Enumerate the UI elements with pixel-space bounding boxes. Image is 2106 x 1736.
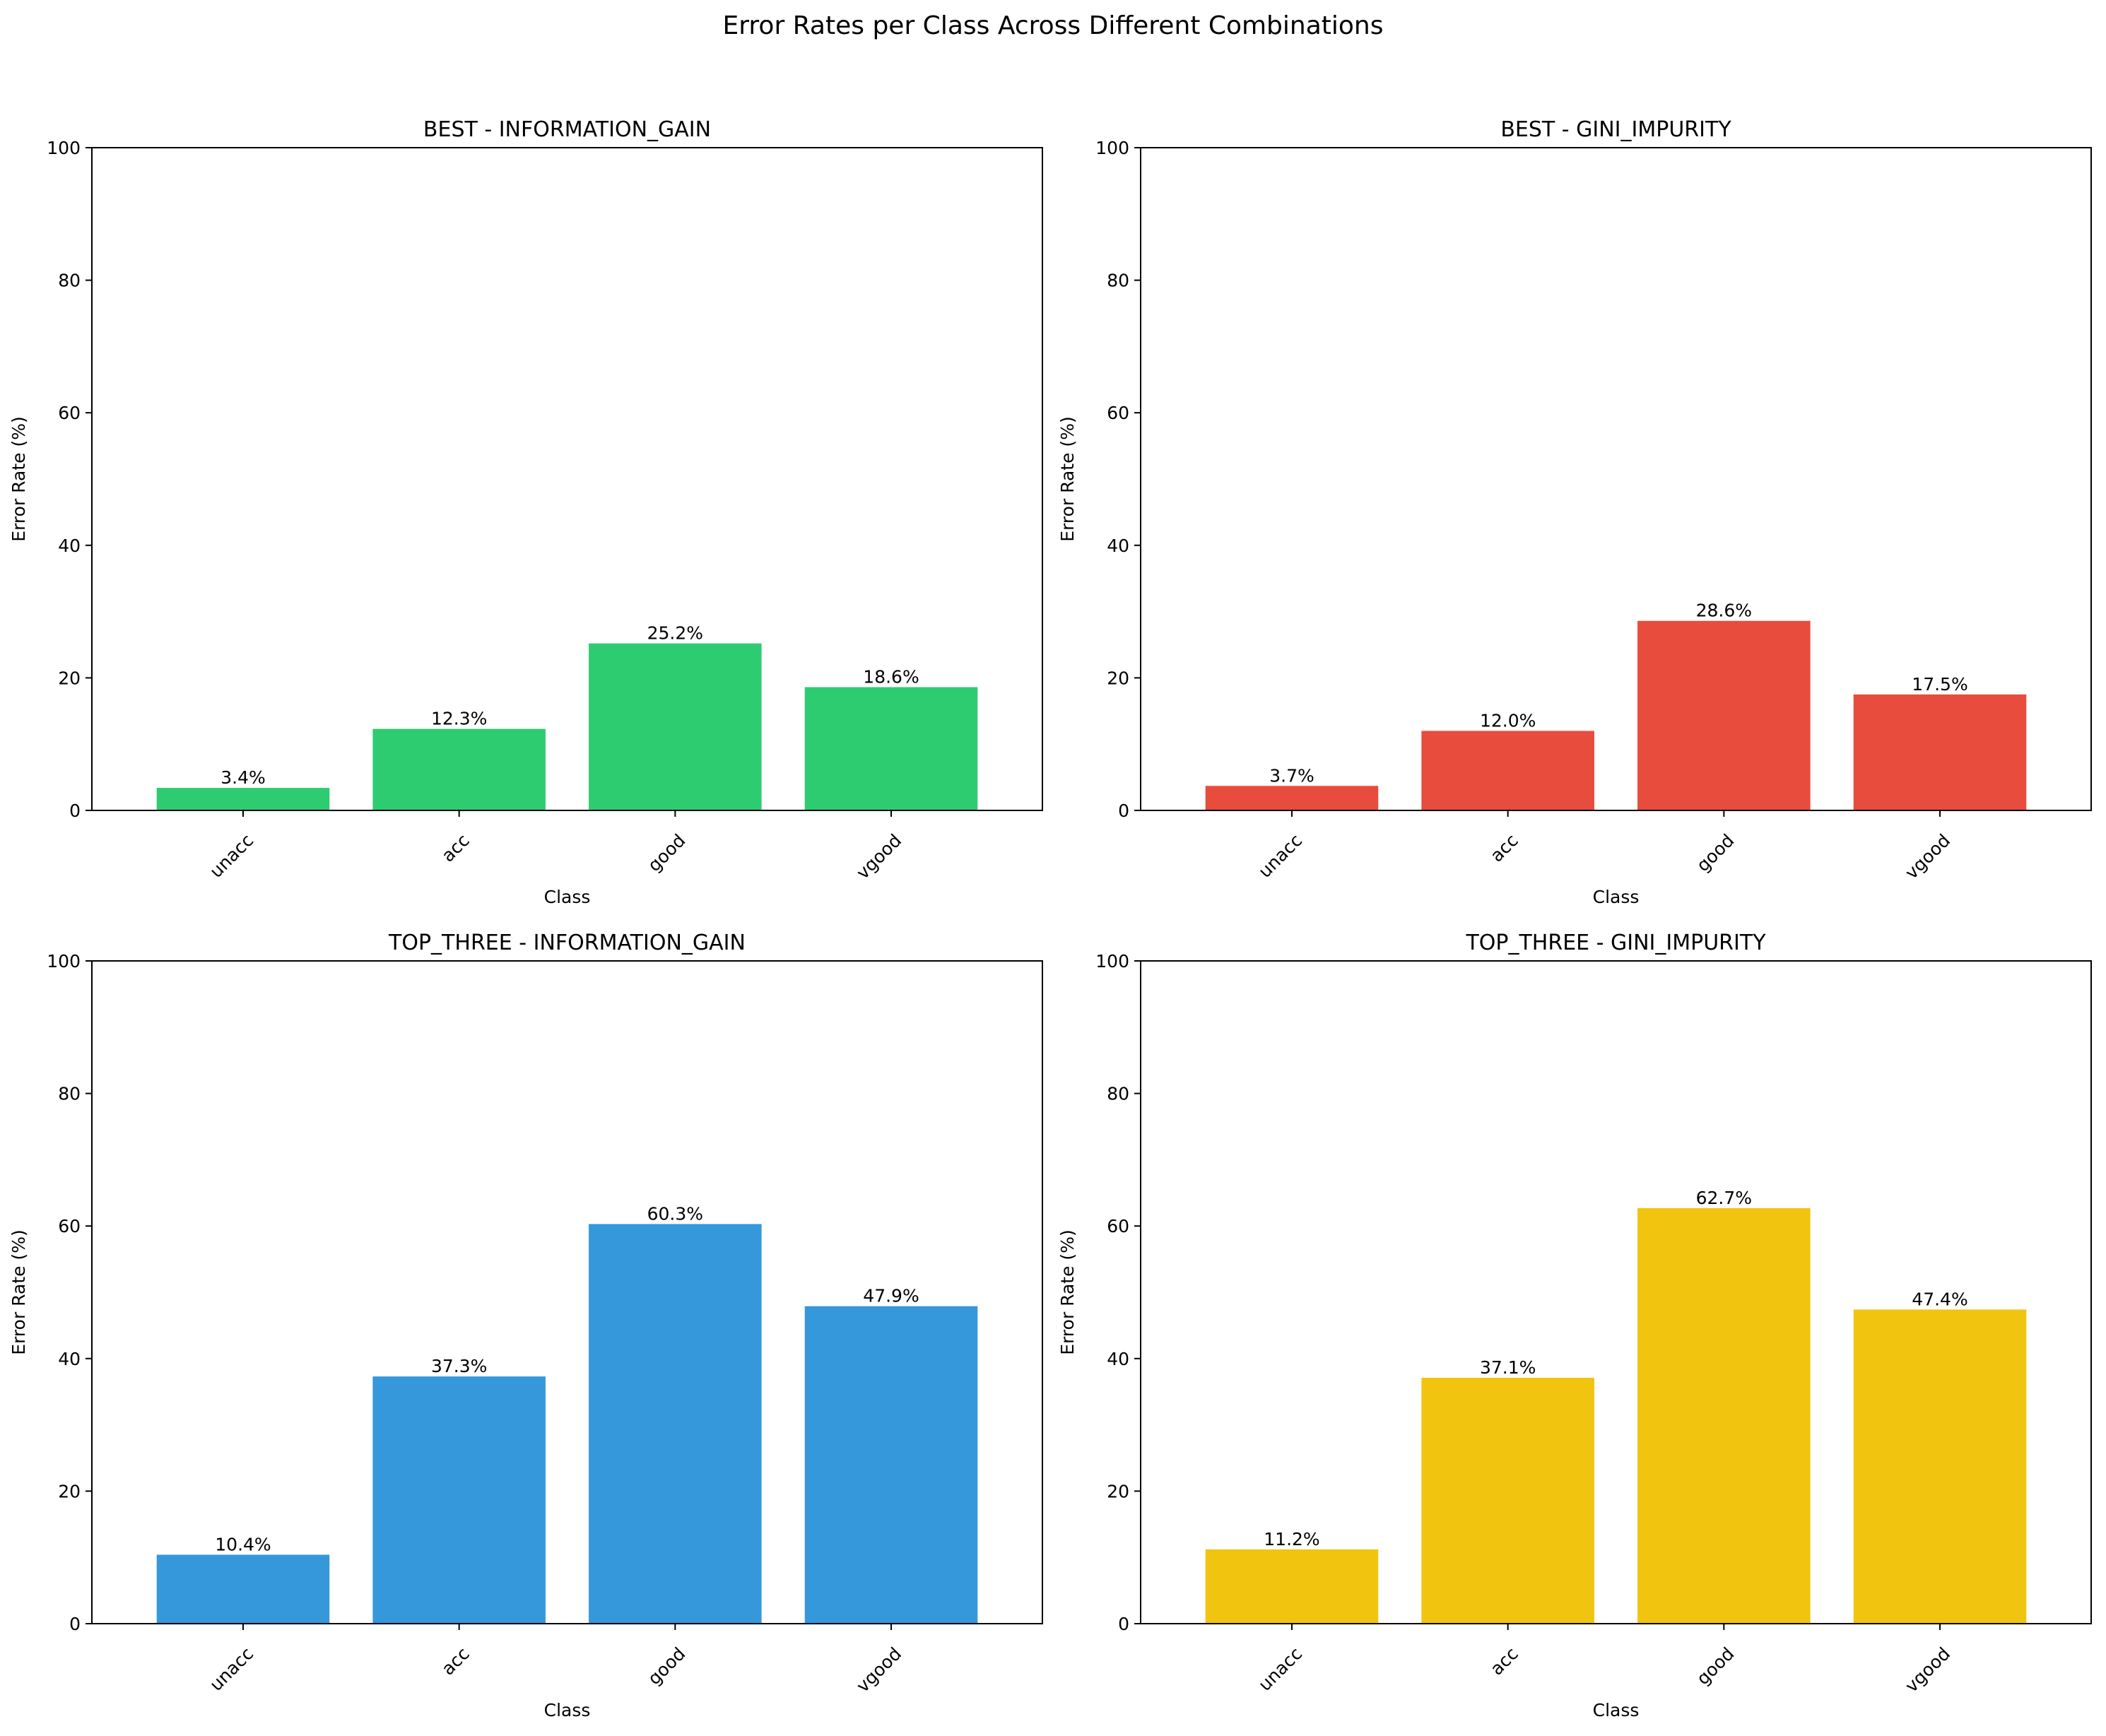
bar-good [589,1224,762,1624]
panel-title: BEST - INFORMATION_GAIN [423,117,711,142]
bar-acc [1421,1378,1594,1624]
data-label-acc: 37.3% [431,1356,487,1376]
bar-vgood [1853,1309,2027,1624]
y-tick-label: 80 [58,1084,81,1104]
bar-vgood [1853,694,2027,810]
data-label-good: 25.2% [647,623,703,644]
data-label-good: 62.7% [1696,1188,1752,1208]
y-tick-label: 60 [58,1216,81,1236]
y-tick-label: 100 [1095,138,1129,158]
data-label-good: 28.6% [1696,601,1752,621]
panel-title: TOP_THREE - GINI_IMPURITY [1465,931,1766,955]
y-tick-label: 0 [1118,801,1129,821]
bar-good [1637,1207,1811,1624]
y-tick-label: 40 [1107,1349,1129,1369]
bar-unacc [156,1554,330,1624]
y-tick-label: 0 [69,801,81,821]
data-label-vgood: 17.5% [1912,674,1967,695]
data-label-unacc: 3.7% [1269,765,1314,786]
data-label-unacc: 11.2% [1264,1529,1319,1549]
bar-acc [372,1376,546,1624]
bar-acc [372,728,546,810]
figure-title: Error Rates per Class Across Different C… [723,11,1384,40]
x-axis-label: Class [544,887,591,907]
y-tick-label: 20 [58,668,81,688]
y-tick-label: 40 [58,1349,81,1369]
y-axis-label: Error Rate (%) [8,416,29,541]
data-label-vgood: 47.9% [863,1286,919,1306]
y-tick-label: 100 [1095,951,1129,972]
plot-frame [1140,960,2092,1624]
y-tick-label: 20 [1107,668,1129,688]
panel-title: BEST - GINI_IMPURITY [1500,117,1731,142]
y-tick-label: 100 [47,138,81,158]
x-axis-label: Class [544,1700,591,1720]
data-label-acc: 12.0% [1480,710,1536,731]
y-tick-label: 60 [1107,1216,1129,1236]
y-tick-label: 20 [1107,1481,1129,1501]
bar-good [589,643,762,810]
y-tick-label: 20 [58,1481,81,1501]
y-tick-label: 40 [1107,536,1129,556]
data-label-acc: 12.3% [431,709,487,729]
y-axis-label: Error Rate (%) [8,1229,29,1354]
y-tick-label: 100 [47,951,81,972]
data-label-unacc: 10.4% [215,1534,271,1554]
bar-good [1637,620,1811,810]
y-axis-label: Error Rate (%) [1057,1229,1078,1354]
y-tick-label: 80 [58,271,81,291]
plot-frame [91,960,1043,1624]
y-tick-label: 60 [58,403,81,423]
x-axis-label: Class [1593,1700,1640,1720]
bar-unacc [1205,1549,1379,1624]
y-tick-label: 60 [1107,403,1129,423]
bar-acc [1421,731,1594,810]
data-label-good: 60.3% [647,1203,703,1224]
panel-title: TOP_THREE - INFORMATION_GAIN [388,931,746,955]
plot-frame [91,147,1043,811]
y-axis-label: Error Rate (%) [1057,416,1078,541]
y-tick-label: 80 [1107,1084,1129,1104]
data-label-vgood: 47.4% [1912,1289,1967,1309]
bar-vgood [804,1306,978,1624]
y-tick-label: 80 [1107,271,1129,291]
y-tick-label: 0 [69,1614,81,1634]
data-label-vgood: 18.6% [863,667,919,687]
bar-unacc [156,788,330,810]
x-axis-label: Class [1593,887,1640,907]
bar-unacc [1205,786,1379,810]
data-label-acc: 37.1% [1480,1357,1536,1378]
plot-frame [1140,147,2092,811]
y-tick-label: 0 [1118,1614,1129,1634]
y-tick-label: 40 [58,536,81,556]
bar-vgood [804,687,978,810]
data-label-unacc: 3.4% [220,767,266,788]
